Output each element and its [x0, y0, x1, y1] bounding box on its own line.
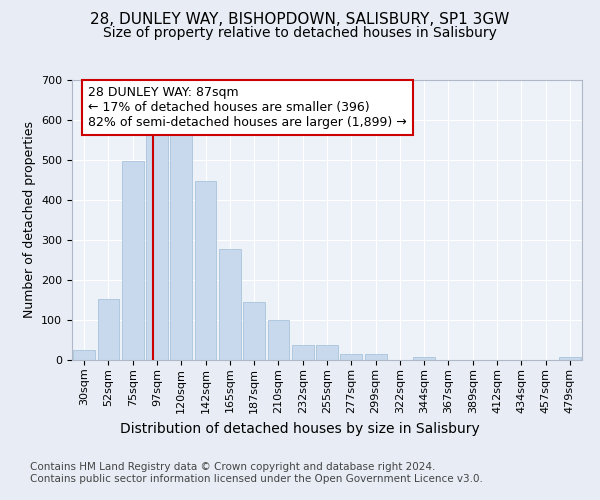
Bar [243, 302, 265, 360]
Bar [146, 131, 168, 360]
Text: 28, DUNLEY WAY, BISHOPDOWN, SALISBURY, SP1 3GW: 28, DUNLEY WAY, BISHOPDOWN, SALISBURY, S… [91, 12, 509, 28]
Text: Size of property relative to detached houses in Salisbury: Size of property relative to detached ho… [103, 26, 497, 40]
Bar [73, 350, 95, 360]
Text: 28 DUNLEY WAY: 87sqm
← 17% of detached houses are smaller (396)
82% of semi-deta: 28 DUNLEY WAY: 87sqm ← 17% of detached h… [88, 86, 407, 129]
Bar [559, 357, 581, 360]
Text: Distribution of detached houses by size in Salisbury: Distribution of detached houses by size … [120, 422, 480, 436]
Bar [316, 345, 338, 360]
Bar [340, 354, 362, 360]
Bar [194, 181, 217, 360]
Bar [292, 345, 314, 360]
Bar [170, 131, 192, 360]
Bar [413, 357, 435, 360]
Bar [97, 299, 119, 360]
Bar [365, 354, 386, 360]
Bar [219, 249, 241, 360]
Y-axis label: Number of detached properties: Number of detached properties [23, 122, 35, 318]
Bar [268, 320, 289, 360]
Text: Contains HM Land Registry data © Crown copyright and database right 2024.
Contai: Contains HM Land Registry data © Crown c… [30, 462, 483, 484]
Bar [122, 161, 143, 360]
